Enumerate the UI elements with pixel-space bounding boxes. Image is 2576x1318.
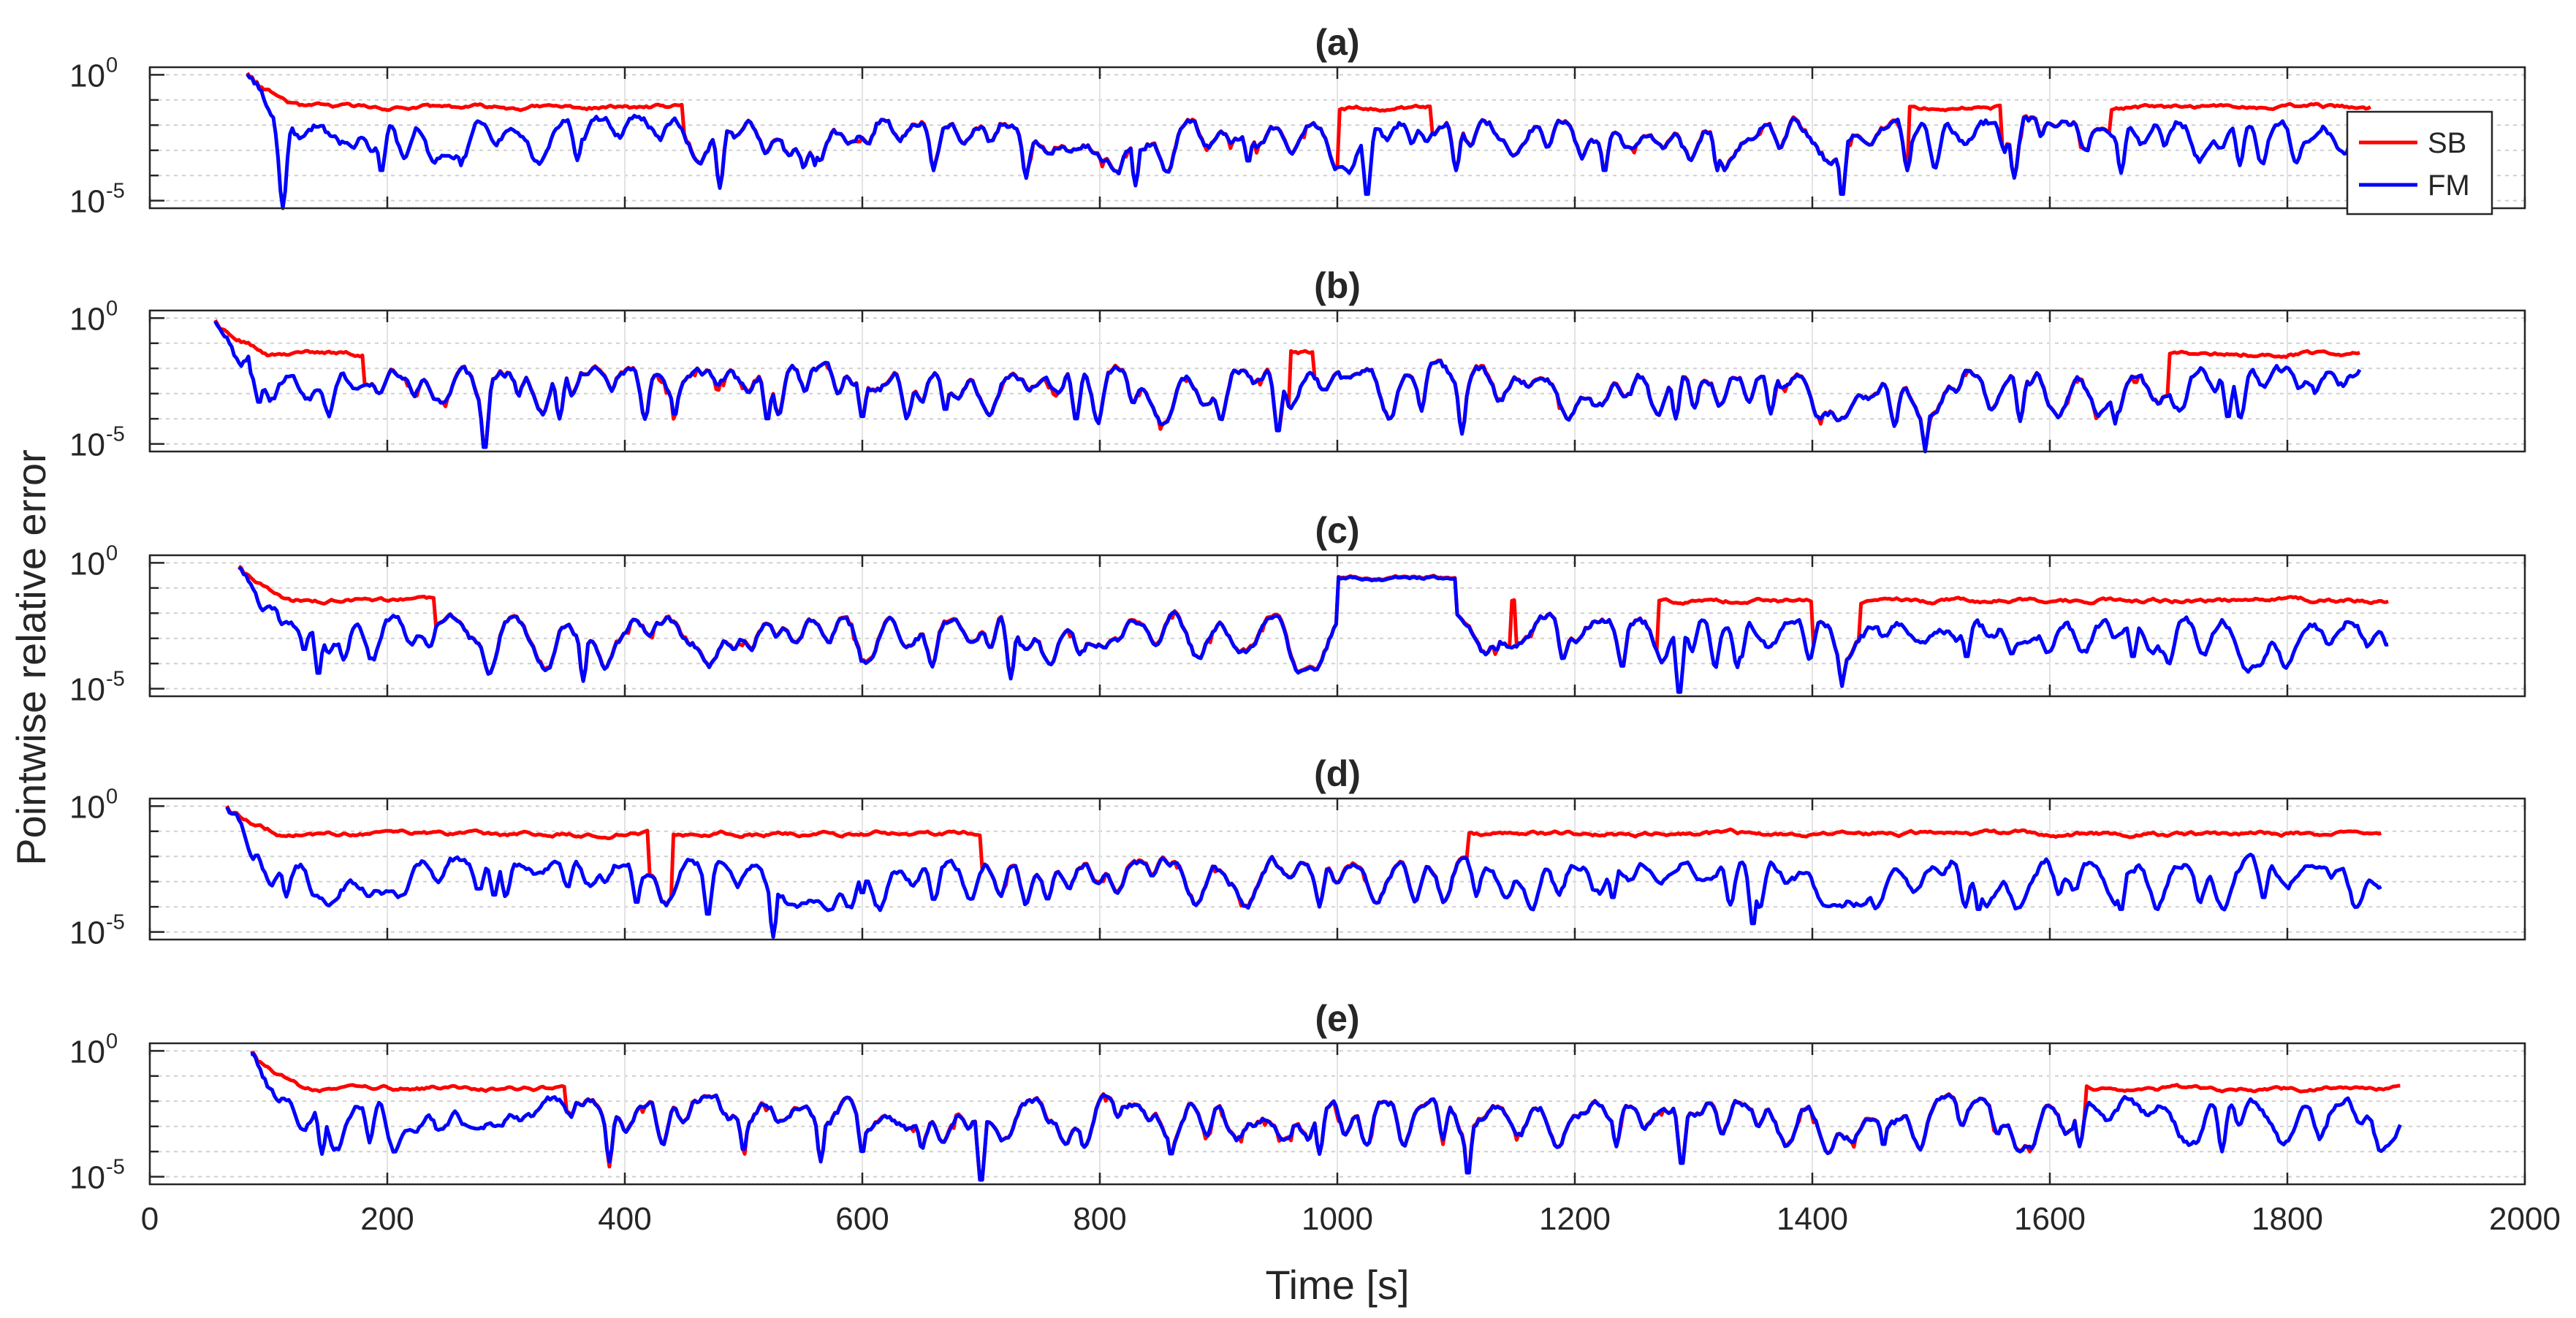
y-tick-exponent: -5 xyxy=(106,668,125,691)
x-axis-label: Time [s] xyxy=(1265,1262,1409,1308)
panel-d: 10 010 -5(d) xyxy=(69,753,2526,951)
series-fm-line xyxy=(213,320,2362,454)
series-fm-line xyxy=(246,73,2372,210)
x-tick-label: 1000 xyxy=(1302,1201,1373,1237)
series-fm-line xyxy=(238,565,2389,694)
panel-title: (b) xyxy=(1314,265,1361,306)
panel-title: (d) xyxy=(1314,753,1361,794)
panel-b: 10 010 -5(b) xyxy=(69,265,2526,463)
y-tick-exponent: -5 xyxy=(106,180,125,203)
x-tick-label: 600 xyxy=(835,1201,889,1237)
panel-e: 10 010 -5(e) xyxy=(69,998,2526,1196)
legend: SB FM xyxy=(2346,110,2493,216)
y-tick-exponent: 0 xyxy=(106,297,118,320)
panel-c: 10 010 -5(c) xyxy=(69,510,2526,708)
x-tick-label: 400 xyxy=(598,1201,651,1237)
x-tick-label: 200 xyxy=(360,1201,414,1237)
x-tick-label: 800 xyxy=(1073,1201,1126,1237)
x-tick-label: 1800 xyxy=(2252,1201,2323,1237)
y-tick-label: 10 xyxy=(69,789,105,825)
x-tick-label: 2000 xyxy=(2489,1201,2561,1237)
panel-title: (e) xyxy=(1315,998,1359,1039)
y-tick-label: 10 xyxy=(69,301,105,337)
x-tick-label: 0 xyxy=(141,1201,159,1237)
x-tick-label: 1400 xyxy=(1777,1201,1848,1237)
y-tick-exponent: -5 xyxy=(106,423,125,446)
legend-label-fm: FM xyxy=(2428,169,2470,202)
y-tick-label: 10 xyxy=(69,427,105,463)
y-tick-label: 10 xyxy=(69,1160,105,1196)
y-tick-label: 10 xyxy=(69,58,105,94)
panel-a: 10 010 -5(a) xyxy=(69,22,2526,220)
y-tick-exponent: 0 xyxy=(106,1029,118,1053)
y-tick-label: 10 xyxy=(69,546,105,582)
y-axis-label: Pointwise relative error xyxy=(8,449,54,866)
y-tick-exponent: 0 xyxy=(106,541,118,565)
legend-box xyxy=(2346,110,2493,216)
y-tick-exponent: -5 xyxy=(106,1156,125,1179)
y-tick-exponent: -5 xyxy=(106,911,125,934)
y-tick-exponent: 0 xyxy=(106,53,118,77)
y-tick-label: 10 xyxy=(69,915,105,951)
legend-label-sb: SB xyxy=(2428,127,2466,159)
panel-title: (a) xyxy=(1315,22,1359,63)
y-tick-label: 10 xyxy=(69,184,105,220)
series-fm-line xyxy=(250,1051,2402,1182)
y-tick-exponent: 0 xyxy=(106,785,118,808)
y-tick-label: 10 xyxy=(69,1034,105,1070)
panel-title: (c) xyxy=(1315,510,1359,551)
y-tick-label: 10 xyxy=(69,672,105,708)
x-tick-label: 1600 xyxy=(2014,1201,2086,1237)
x-tick-label: 1200 xyxy=(1539,1201,1611,1237)
series-fm-line xyxy=(225,806,2382,940)
